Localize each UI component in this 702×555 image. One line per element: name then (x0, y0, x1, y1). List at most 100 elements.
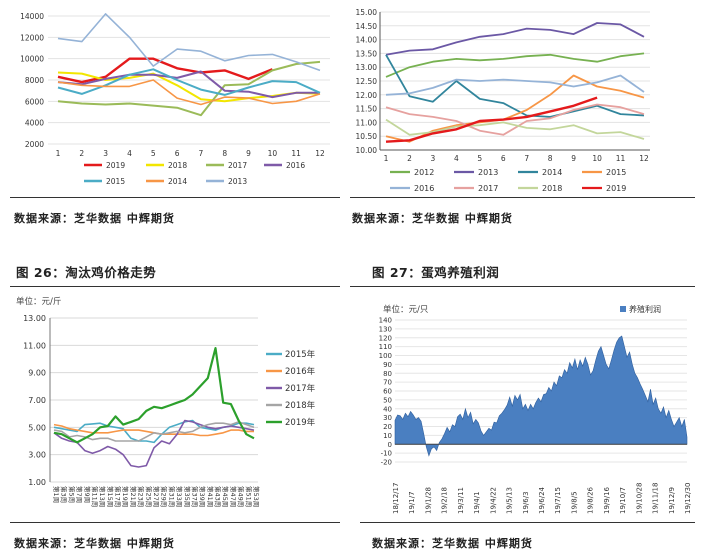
y-tick-label: 8000 (25, 76, 44, 85)
y-tick-label: 130 (379, 325, 392, 333)
x-tick-label: 3 (431, 154, 436, 163)
series-line-2019年 (53, 347, 255, 444)
series-line-2014 (385, 54, 645, 118)
legend-label: 2013 (228, 177, 247, 186)
x-tick-label: 第37周 (190, 486, 199, 507)
unit-label: 单位：元/斤 (16, 296, 61, 307)
legend-label: 2017年 (285, 383, 316, 394)
x-tick-label: 5 (151, 149, 156, 158)
x-tick-label: 第1周 (52, 486, 61, 503)
legend-label: 2019 (106, 161, 125, 170)
y-tick-label: 120 (379, 334, 392, 342)
x-tick-label: 第31周 (167, 486, 176, 507)
divider-caption-right (350, 286, 695, 287)
y-tick-label: 2000 (25, 140, 44, 149)
x-tick-label: 11 (291, 149, 301, 158)
legend-label: 2015 (106, 177, 125, 186)
legend-label: 2012 (414, 168, 434, 177)
series-line-2012 (385, 52, 645, 78)
y-tick-label: 12.50 (356, 77, 378, 86)
x-tick-label: 第5周 (67, 486, 76, 503)
x-tick-label: 19/6/24 (538, 486, 546, 514)
y-tick-label: 14.50 (356, 22, 378, 31)
legend-label: 2018年 (285, 400, 316, 411)
y-tick-label: 80 (383, 370, 392, 378)
figure-caption-26: 图 26：淘汰鸡价格走势 (16, 265, 157, 280)
x-tick-label: 19/10/28 (635, 483, 643, 514)
x-tick-label: 第13周 (98, 486, 107, 507)
x-tick-label: 第3周 (60, 486, 69, 503)
y-tick-label: 10 (383, 432, 392, 440)
series-line-2015 (57, 68, 321, 96)
legend-label: 2015年 (285, 349, 316, 360)
x-tick-label: 第7周 (75, 486, 84, 503)
y-tick-label: 13.00 (356, 63, 378, 72)
x-tick-label: 19/9/16 (603, 486, 611, 514)
x-tick-label: 19/4/1 (473, 491, 481, 514)
x-tick-label: 第41周 (206, 486, 215, 507)
legend-label: 2015 (606, 168, 626, 177)
x-tick-label: 10 (592, 154, 602, 163)
x-tick-label: 第23周 (137, 486, 146, 507)
series-line-2013 (385, 22, 645, 56)
series-line-2019 (57, 57, 273, 84)
y-tick-label: 4000 (25, 119, 44, 128)
chart-egg-price-yearly: 10.00 10.50 11.00 11.50 12.00 12.50 13.00 13.50… (350, 4, 695, 194)
legend-label: 2016 (286, 161, 305, 170)
x-tick-label: 第53周 (252, 486, 261, 507)
y-tick-label: 40 (383, 405, 392, 413)
source-note-bottom-right: 数据来源：芝华数据 中辉期货 (372, 537, 533, 550)
y-tick-label: 10.00 (356, 146, 378, 155)
y-tick-label: 12000 (20, 33, 44, 42)
x-tick-label: 第9周 (83, 486, 92, 503)
y-tick-label: 1.00 (28, 478, 46, 487)
y-tick-label: -20 (381, 459, 392, 467)
series-line-2013 (57, 13, 321, 72)
x-tick-label: 7 (524, 154, 529, 163)
x-tick-label: 第39周 (198, 486, 207, 507)
chart3-svg: 单位：元/只 -20-100102030405060708090100110120… (379, 304, 692, 514)
x-tick-label: 4 (454, 154, 459, 163)
x-tick-label: 12 (315, 149, 325, 158)
x-tick-label: 19/3/11 (457, 487, 465, 514)
y-tick-label: 100 (379, 352, 392, 360)
series-line-2014 (57, 79, 321, 106)
legend-label: 2016年 (285, 366, 316, 377)
y-tick-label: 110 (379, 343, 392, 351)
x-tick-label: 第25周 (144, 486, 153, 507)
y-tick-label: 60 (383, 388, 392, 396)
x-tick-label: 12 (639, 154, 649, 163)
x-tick-label: 2 (79, 149, 84, 158)
x-tick-label: 第43周 (214, 486, 223, 507)
source-note-top-right: 数据来源：芝华数据 中辉期货 (352, 212, 513, 225)
x-tick-label: 19/7/15 (554, 487, 562, 514)
x-tick-label: 9 (571, 154, 576, 163)
chart-layer-profit: 单位：元/只 -20 -10 0 10 20 30 40 50 60 70 80 90 100 110 120… (355, 290, 700, 520)
x-tick-label: 1 (384, 154, 389, 163)
series-line-2017年 (53, 419, 255, 468)
y-tick-label: 140 (379, 317, 392, 325)
legend-label: 2018 (542, 184, 562, 193)
x-tick-label: 8 (222, 149, 227, 158)
x-tick-label: 第49周 (237, 486, 246, 507)
unit-label: 单位：元/只 (383, 304, 429, 315)
y-tick-label: 10000 (20, 55, 44, 64)
x-tick-label: 19/2/18 (441, 487, 449, 514)
y-tick-label: 11.50 (356, 105, 378, 114)
x-tick-label: 第51周 (244, 486, 253, 507)
x-tick-label: 第17周 (114, 486, 123, 507)
x-tick-label: 19/1/28 (424, 487, 432, 514)
y-tick-label: 11.00 (356, 118, 378, 127)
y-tick-label: 15.00 (356, 8, 378, 17)
x-tick-label: 4 (127, 149, 132, 158)
x-tick-label: 19/11/18 (652, 483, 660, 514)
x-tick-label: 19/4/22 (489, 487, 497, 514)
x-tick-label: 3 (103, 149, 108, 158)
source-note-bottom-left: 数据来源：芝华数据 中辉期货 (14, 537, 175, 550)
series-line-2019 (385, 96, 598, 143)
divider-bottom-left (10, 522, 340, 523)
y-tick-label: 50 (383, 396, 392, 404)
x-tick-label: 10 (268, 149, 278, 158)
y-tick-label: 0 (388, 441, 392, 449)
source-note-top-left: 数据来源：芝华数据 中辉期货 (14, 212, 175, 225)
